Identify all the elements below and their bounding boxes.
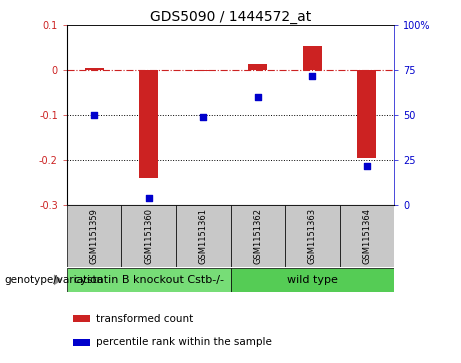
Point	[90, 113, 98, 118]
Bar	[84, 68, 104, 70]
Bar	[73, 339, 90, 346]
Bar	[248, 64, 267, 70]
Text: transformed count: transformed count	[96, 314, 194, 323]
Text: cystatin B knockout Cstb-/-: cystatin B knockout Cstb-/-	[74, 275, 224, 285]
Bar	[340, 205, 394, 267]
Text: GSM1151361: GSM1151361	[199, 208, 208, 264]
Title: GDS5090 / 1444572_at: GDS5090 / 1444572_at	[150, 11, 311, 24]
Point	[363, 163, 371, 168]
Text: GSM1151359: GSM1151359	[89, 208, 99, 264]
Text: GSM1151360: GSM1151360	[144, 208, 153, 264]
Text: genotype/variation: genotype/variation	[5, 275, 104, 285]
Bar	[176, 205, 230, 267]
Bar	[67, 268, 230, 292]
Text: GSM1151362: GSM1151362	[253, 208, 262, 264]
Text: GSM1151363: GSM1151363	[308, 208, 317, 264]
Bar	[303, 46, 322, 70]
Bar	[285, 205, 340, 267]
Bar	[121, 205, 176, 267]
Polygon shape	[54, 274, 62, 285]
Bar	[230, 205, 285, 267]
Text: wild type: wild type	[287, 275, 338, 285]
Point	[309, 73, 316, 79]
Bar	[73, 315, 90, 322]
Point	[254, 94, 261, 100]
Bar	[357, 70, 377, 158]
Bar	[67, 205, 121, 267]
Bar	[230, 268, 394, 292]
Point	[200, 114, 207, 120]
Bar	[139, 70, 158, 178]
Point	[145, 195, 152, 201]
Text: percentile rank within the sample: percentile rank within the sample	[96, 337, 272, 347]
Bar	[194, 70, 213, 71]
Text: GSM1151364: GSM1151364	[362, 208, 372, 264]
